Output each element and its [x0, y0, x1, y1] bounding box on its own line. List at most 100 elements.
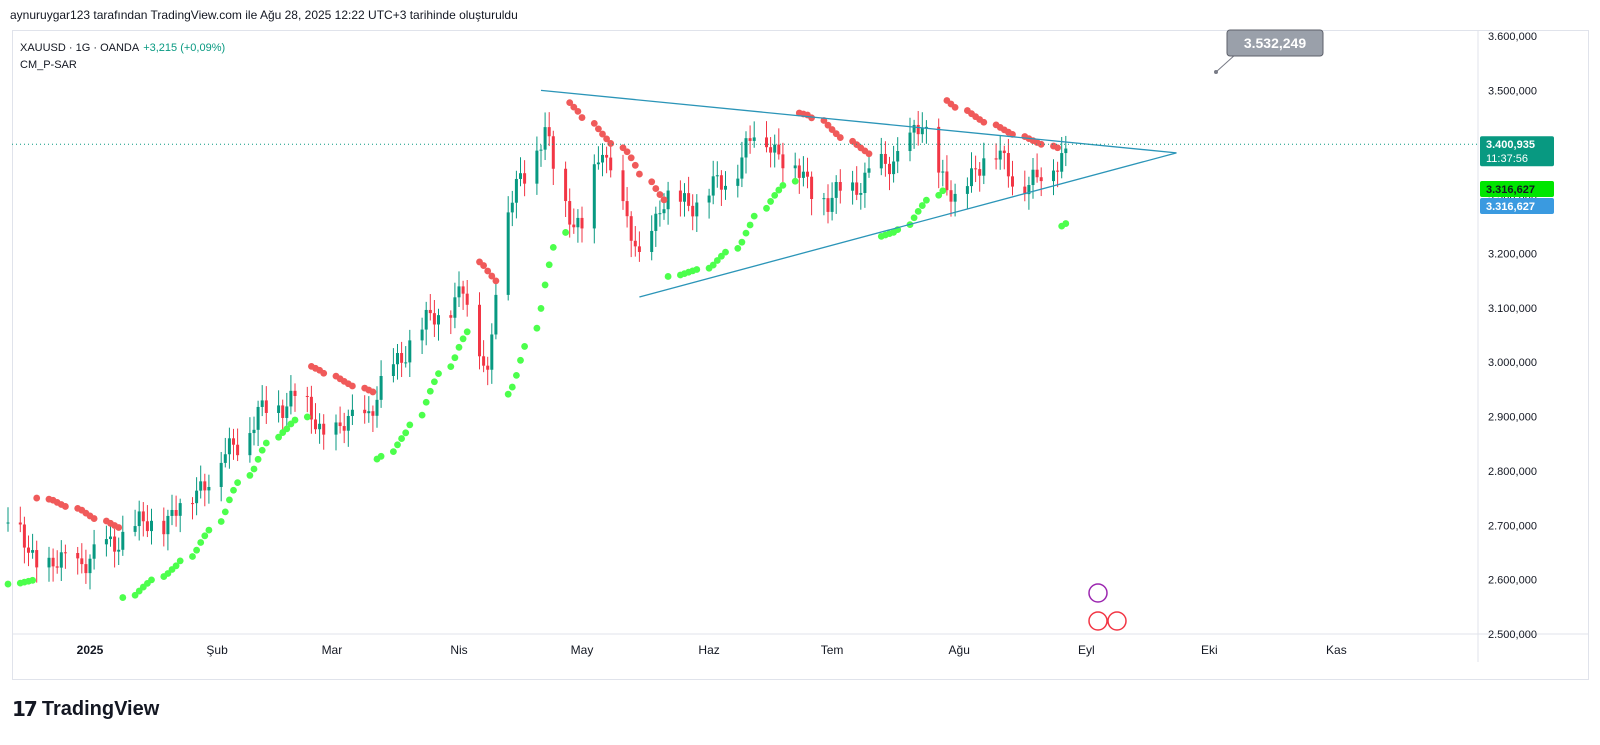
triangle-upper-line	[540, 89, 1177, 154]
x-tick-label: Eki	[1201, 643, 1218, 657]
x-tick-label: May	[571, 643, 594, 657]
candle-body	[543, 127, 547, 150]
sar-dot	[607, 140, 615, 147]
sar-dot	[537, 305, 545, 312]
candle-body	[141, 511, 145, 522]
candle-body	[867, 168, 871, 173]
sar-dot	[791, 177, 799, 185]
candle-body	[363, 409, 367, 414]
sar-dot	[549, 243, 557, 251]
tradingview-logo[interactable]: 17 TradingView	[12, 697, 159, 721]
candle-body	[666, 190, 670, 210]
candle-body	[683, 193, 686, 202]
candle-body	[572, 224, 576, 228]
sar-dot	[254, 455, 262, 463]
candle-body	[104, 539, 108, 545]
candle-body	[408, 340, 412, 363]
candle-body	[916, 124, 920, 135]
sar-dot	[394, 441, 401, 449]
candle-body	[654, 213, 658, 231]
candle-body	[691, 205, 695, 217]
candle-body	[715, 175, 719, 177]
x-tick-label: Mar	[322, 643, 343, 657]
candle-body	[293, 390, 297, 396]
candle-body	[170, 509, 174, 516]
candle-body	[924, 126, 928, 128]
candle-body	[342, 426, 346, 431]
candle-body	[453, 297, 457, 318]
sar-dot	[398, 435, 405, 442]
candle-body	[1039, 177, 1043, 182]
candle-body	[391, 364, 395, 376]
candle-body	[1011, 176, 1014, 187]
sar-dot	[767, 198, 774, 205]
sar-dot	[951, 103, 959, 111]
candle-body	[1023, 186, 1027, 195]
sar-dot	[217, 518, 225, 525]
sar-dot	[431, 378, 438, 386]
candle-body	[432, 313, 436, 325]
candle-body	[207, 486, 211, 491]
candle-body	[1006, 153, 1010, 177]
current-price-label-bg	[1480, 136, 1554, 167]
sar-value-label-2: 3.316,627	[1486, 201, 1535, 213]
candle-body	[580, 217, 584, 229]
candle-body	[695, 202, 699, 217]
sar-dot	[205, 526, 213, 534]
candle-body	[457, 286, 461, 298]
tradingview-wordmark: TradingView	[41, 697, 160, 720]
candle-body	[510, 202, 514, 213]
candle-body	[22, 524, 26, 548]
candle-body	[605, 154, 609, 158]
candle-body	[1064, 148, 1068, 154]
candle-body	[195, 490, 199, 504]
sar-dot	[148, 576, 155, 584]
sar-dot	[570, 103, 578, 111]
candle-body	[166, 515, 170, 535]
candle-body	[338, 422, 342, 427]
chart-frame[interactable]	[12, 30, 1589, 680]
candle-body	[47, 557, 51, 568]
sar-dot	[923, 196, 930, 204]
triangle-lower-line	[639, 152, 1177, 298]
sar-dot	[980, 118, 988, 126]
candle-body	[318, 423, 322, 430]
event-flag-icon	[1088, 611, 1108, 631]
candle-body	[879, 153, 883, 169]
candle-body	[465, 293, 469, 305]
callout-box	[1226, 29, 1324, 57]
sar-dot	[742, 229, 750, 237]
candle-body	[31, 550, 35, 553]
candle-body	[256, 406, 260, 430]
candle-body	[822, 198, 826, 200]
sar-dot	[390, 448, 397, 455]
candle-body	[801, 171, 805, 178]
candle-body	[777, 144, 781, 155]
sar-dot	[172, 562, 180, 570]
candle-body	[379, 375, 383, 400]
sar-dot	[349, 382, 356, 390]
x-tick-label: Nis	[450, 643, 467, 657]
sar-dot	[713, 257, 721, 264]
candle-body	[564, 168, 568, 202]
sar-dot	[1037, 140, 1045, 148]
candle-body	[711, 176, 715, 196]
candle-body	[420, 329, 424, 341]
candle-body	[482, 356, 486, 366]
sar-dot	[603, 135, 610, 143]
candle-body	[424, 309, 428, 330]
sar-dot	[656, 191, 664, 198]
y-tick-label: 3.500,000	[1488, 85, 1537, 97]
candle-body	[1031, 169, 1035, 186]
candle-body	[350, 409, 354, 416]
sar-dot	[246, 472, 254, 479]
candle-body	[285, 406, 289, 418]
sar-dot	[29, 576, 36, 584]
sar-dot	[463, 328, 471, 336]
sar-dot	[90, 515, 98, 522]
candle-body	[305, 395, 309, 397]
candle-body	[810, 176, 814, 199]
sar-dot	[541, 281, 549, 289]
candle-body	[281, 405, 285, 418]
